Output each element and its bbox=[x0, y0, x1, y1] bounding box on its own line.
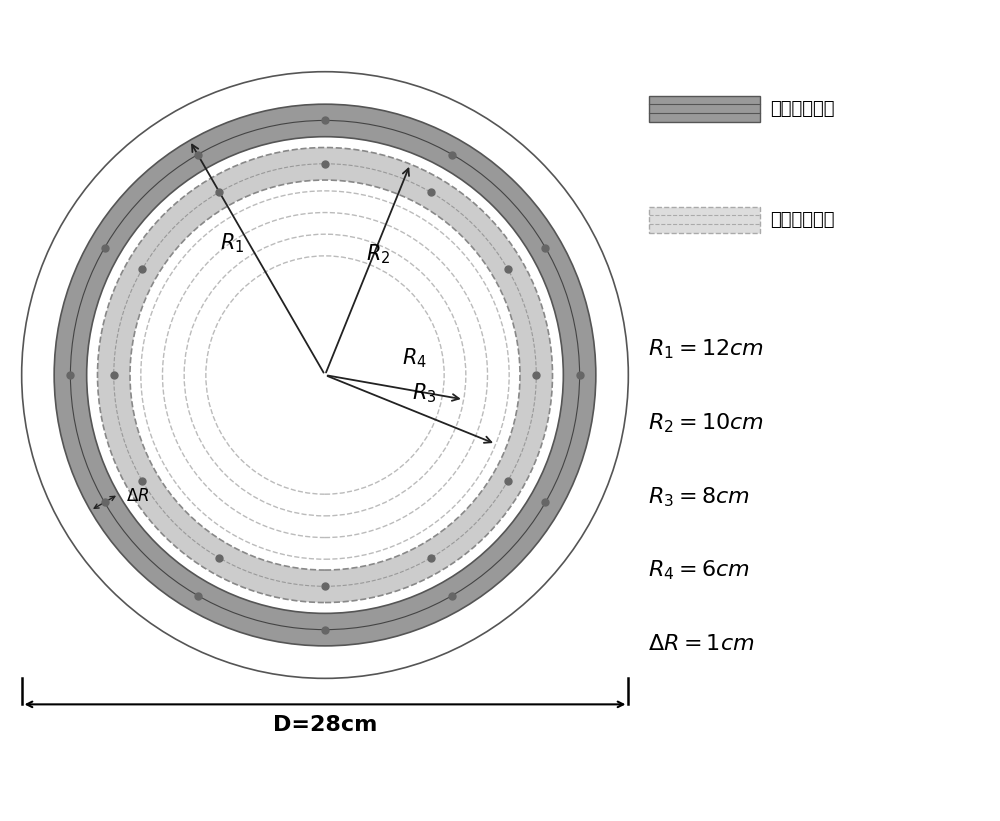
Bar bbox=[648, 96, 760, 122]
Text: 下表面样品槽: 下表面样品槽 bbox=[771, 211, 835, 228]
Text: $\Delta R=1cm$: $\Delta R=1cm$ bbox=[648, 635, 755, 654]
Text: D=28cm: D=28cm bbox=[273, 715, 377, 735]
Bar bbox=[648, 207, 760, 232]
Text: $R_4=6cm$: $R_4=6cm$ bbox=[648, 559, 750, 582]
Text: $\Delta R$: $\Delta R$ bbox=[126, 487, 150, 505]
Text: $R_3$: $R_3$ bbox=[412, 382, 437, 406]
Text: $R_4$: $R_4$ bbox=[402, 346, 427, 370]
Text: $R_1$: $R_1$ bbox=[220, 232, 244, 255]
Text: $R_2$: $R_2$ bbox=[366, 243, 390, 266]
Text: $R_2=10cm$: $R_2=10cm$ bbox=[648, 411, 764, 434]
Text: $R_3=8cm$: $R_3=8cm$ bbox=[648, 485, 750, 508]
Text: $R_1=12cm$: $R_1=12cm$ bbox=[648, 337, 764, 360]
Text: 上表面样品槽: 上表面样品槽 bbox=[771, 100, 835, 117]
